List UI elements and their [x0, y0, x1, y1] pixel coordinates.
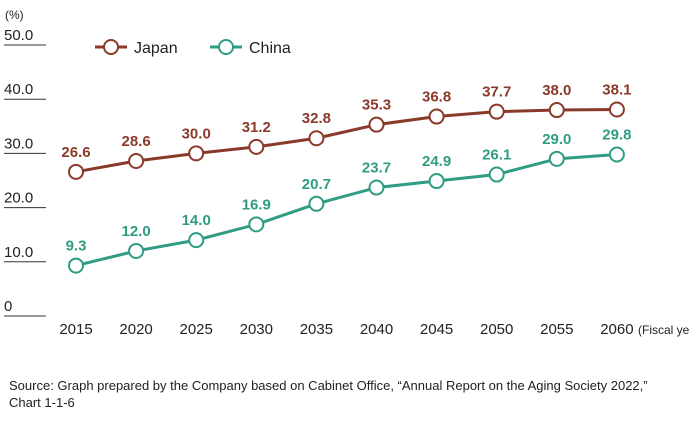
x-tick-label: 2040: [360, 321, 393, 338]
series-japan: 26.6 28.6 30.0 31.2 32.8 35.3 36.8 37.7 38.0 38.1: [61, 81, 632, 180]
data-point: [548, 150, 565, 167]
x-tick-label: 2055: [540, 321, 573, 338]
series-china: 9.3 12.0 14.0 16.9 20.7 23.7 24.9 26.1 29.0 29.8: [66, 126, 632, 274]
x-tick-label: 2050: [480, 321, 513, 338]
data-point: [308, 195, 325, 212]
data-point: [128, 152, 145, 169]
legend-label: China: [249, 40, 291, 57]
data-point: [188, 145, 205, 162]
data-point: [608, 101, 625, 118]
series-line: [75, 152, 618, 268]
x-tick-label: 2025: [180, 321, 213, 338]
data-point: [428, 173, 445, 190]
data-point: [68, 257, 84, 274]
data-label: 29.8: [602, 126, 631, 143]
y-axis-ticks: 50.0 40.0 30.0 20.0 10.0 0: [4, 27, 33, 315]
data-point: [428, 108, 445, 125]
source-note: Source: Graph prepared by the Company ba…: [9, 378, 648, 410]
data-label: 26.1: [482, 147, 511, 164]
data-label: 16.9: [242, 196, 271, 213]
data-label: 9.3: [66, 238, 87, 255]
x-tick-label: 2045: [420, 321, 453, 338]
y-tick-label: 10.0: [4, 244, 33, 261]
data-label: 30.0: [182, 125, 211, 142]
data-label: 28.6: [121, 133, 150, 150]
data-label: 20.7: [302, 176, 331, 193]
x-tick-label: 2015: [59, 321, 92, 338]
y-tick-label: 50.0: [4, 27, 33, 44]
data-point: [368, 179, 385, 196]
x-axis-ticks: 2015 2020 2025 2030 2035 2040 2045 2050 2055 2060: [59, 321, 633, 338]
data-label: 38.0: [542, 82, 571, 99]
data-label: 37.7: [482, 84, 511, 101]
x-unit-label: (Fiscal year): [638, 323, 690, 337]
x-tick-label: 2060: [600, 321, 633, 338]
data-point: [308, 130, 325, 147]
data-label: 23.7: [362, 160, 391, 177]
data-label: 36.8: [422, 89, 451, 106]
data-point: [248, 138, 265, 155]
data-point: [488, 103, 505, 120]
data-label: 32.8: [302, 110, 331, 127]
line-chart: 50.0 40.0 30.0 20.0 10.0 0 (%) Japan China 26.…: [4, 8, 690, 338]
data-label: 29.0: [542, 131, 571, 148]
y-tick-label: 40.0: [4, 81, 33, 98]
x-tick-label: 2020: [119, 321, 152, 338]
data-label: 24.9: [422, 153, 451, 170]
legend-marker: [218, 39, 234, 55]
series-group: 26.6 28.6 30.0 31.2 32.8 35.3 36.8 37.7 38.0 38.1…: [61, 81, 632, 274]
y-tick-label: 30.0: [4, 135, 33, 152]
data-label: 38.1: [602, 81, 631, 98]
legend-marker: [103, 39, 119, 55]
series-line: [75, 107, 617, 174]
data-label: 14.0: [182, 212, 211, 229]
y-tick-label: 20.0: [4, 190, 33, 207]
data-label: 31.2: [242, 119, 271, 136]
data-point: [368, 116, 385, 133]
data-point: [68, 163, 84, 180]
gridlines: [4, 44, 46, 317]
data-point: [548, 102, 565, 119]
y-tick-label: 0: [4, 298, 12, 315]
data-point: [128, 242, 145, 259]
data-point: [248, 216, 265, 233]
data-label: 26.6: [61, 144, 90, 161]
legend-label: Japan: [134, 40, 178, 57]
y-unit-label: (%): [5, 8, 24, 22]
x-tick-label: 2030: [240, 321, 273, 338]
data-point: [488, 166, 505, 183]
x-tick-label: 2035: [300, 321, 333, 338]
data-label: 12.0: [121, 223, 150, 240]
data-point: [608, 146, 625, 163]
data-label: 35.3: [362, 97, 391, 114]
data-point: [188, 232, 205, 249]
legend: Japan China: [95, 39, 291, 57]
